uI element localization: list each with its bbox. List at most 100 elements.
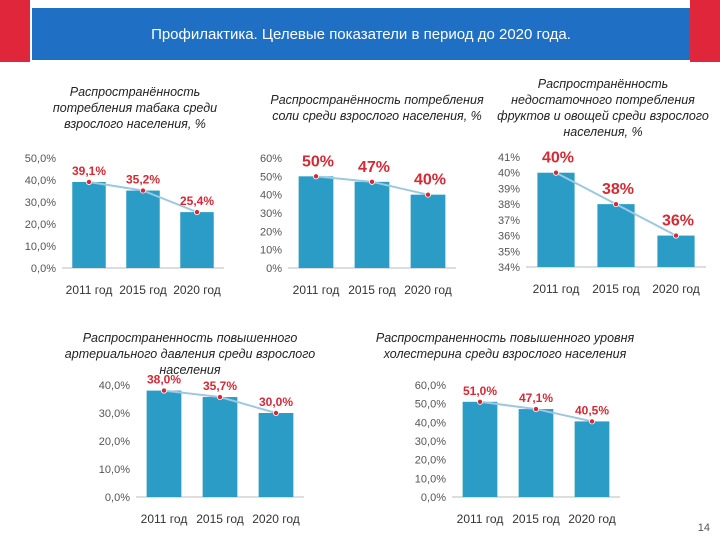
value-label-fruits: 36% [662,213,694,230]
ytick-label-fruits: 41% [498,152,520,164]
chart-title-cholesterol: Распространенность повышенного уровня хо… [375,331,635,361]
value-label-bp: 35,7% [203,379,237,393]
ytick-label-salt: 60% [260,153,282,165]
chart-title-tobacco: Распространённость потребления табака ср… [52,85,218,131]
ytick-label-fruits: 34% [498,262,520,274]
category-label-fruits: 2015 год [592,282,640,296]
bar-tobacco [180,212,214,268]
value-label-tobacco: 35,2% [126,173,160,187]
point-salt [312,173,319,180]
value-label-salt: 40% [414,172,446,189]
ytick-label-fruits: 37% [498,215,520,227]
ytick-label-chol: 10,0% [415,473,446,485]
category-label-tobacco: 2020 год [173,283,221,297]
ytick-label-tobacco: 0,0% [31,263,56,275]
point-chol [533,406,540,413]
ytick-label-bp: 30,0% [99,408,130,420]
ytick-label-chol: 30,0% [415,436,446,448]
category-label-salt: 2020 год [404,283,452,297]
bar-salt [298,176,334,268]
category-label-bp: 2020 год [252,512,300,526]
category-label-fruits: 2020 год [652,282,700,296]
point-bp [272,409,279,416]
point-bp [160,387,167,394]
bar-tobacco [72,181,106,268]
ytick-label-bp: 0,0% [105,492,130,504]
ytick-label-tobacco: 20,0% [25,219,56,231]
bar-fruits [657,235,695,267]
point-fruits [673,232,680,239]
ytick-label-salt: 40% [260,190,282,202]
value-label-fruits: 38% [602,181,634,198]
header-accent-right [690,0,720,62]
category-label-tobacco: 2011 год [66,283,113,297]
bar-fruits [537,172,575,267]
point-tobacco [139,187,146,194]
value-label-salt: 50% [302,153,334,170]
chart-title-fruits: Распространённость недостаточного потреб… [497,77,709,139]
bar-chol [574,421,610,497]
ytick-label-bp: 40,0% [99,380,130,392]
point-tobacco [193,209,200,216]
category-label-salt: 2015 год [348,283,396,297]
point-bp [216,394,223,401]
bar-bp [258,413,294,497]
bar-bp [202,397,238,497]
value-label-chol: 51,0% [463,384,497,398]
value-label-bp: 30,0% [259,395,293,409]
ytick-label-salt: 10% [260,245,282,257]
category-label-bp: 2015 год [196,512,244,526]
ytick-label-salt: 30% [260,208,282,220]
point-fruits [613,201,620,208]
category-label-chol: 2015 год [512,512,560,526]
point-chol [589,418,596,425]
bar-salt [354,181,390,268]
category-label-salt: 2011 год [293,283,340,297]
ytick-label-salt: 0% [266,263,282,275]
category-label-fruits: 2011 год [533,282,580,296]
ytick-label-tobacco: 50,0% [25,153,56,165]
ytick-label-salt: 20% [260,226,282,238]
ytick-label-tobacco: 40,0% [25,175,56,187]
ytick-label-chol: 20,0% [415,455,446,467]
ytick-label-chol: 40,0% [415,417,446,429]
point-salt [368,178,375,185]
value-label-chol: 47,1% [519,391,553,405]
ytick-label-chol: 60,0% [415,380,446,392]
ytick-label-chol: 50,0% [415,399,446,411]
point-salt [424,191,431,198]
header-accent-left [0,0,30,62]
ytick-label-chol: 0,0% [421,492,446,504]
page-number: 14 [697,522,710,534]
ytick-label-fruits: 35% [498,246,520,258]
bar-tobacco [126,190,160,268]
ytick-label-tobacco: 10,0% [25,241,56,253]
chart-title-blood-pressure: Распространенность повышенного артериаль… [64,331,316,377]
page-title: Профилактика. Целевые показатели в перио… [32,8,690,60]
value-label-chol: 40,5% [575,403,609,417]
ytick-label-fruits: 40% [498,168,520,180]
point-tobacco [86,178,93,185]
value-label-tobacco: 25,4% [180,194,214,208]
ytick-label-fruits: 38% [498,199,520,211]
ytick-label-bp: 20,0% [99,436,130,448]
category-label-bp: 2011 год [141,512,188,526]
chart-title-salt: Распространённость потребления соли сред… [270,93,484,123]
value-label-bp: 38,0% [147,373,181,387]
ytick-label-salt: 50% [260,171,282,183]
ytick-label-bp: 10,0% [99,464,130,476]
category-label-chol: 2020 год [568,512,616,526]
bar-chol [462,401,498,497]
ytick-label-fruits: 39% [498,183,520,195]
value-label-fruits: 40% [542,150,574,167]
bar-salt [410,194,446,268]
value-label-tobacco: 39,1% [72,164,106,178]
ytick-label-fruits: 36% [498,231,520,243]
point-fruits [553,169,560,176]
bar-bp [146,390,182,497]
category-label-tobacco: 2015 год [119,283,167,297]
bar-fruits [597,204,635,267]
value-label-salt: 47% [358,159,390,176]
point-chol [476,398,483,405]
